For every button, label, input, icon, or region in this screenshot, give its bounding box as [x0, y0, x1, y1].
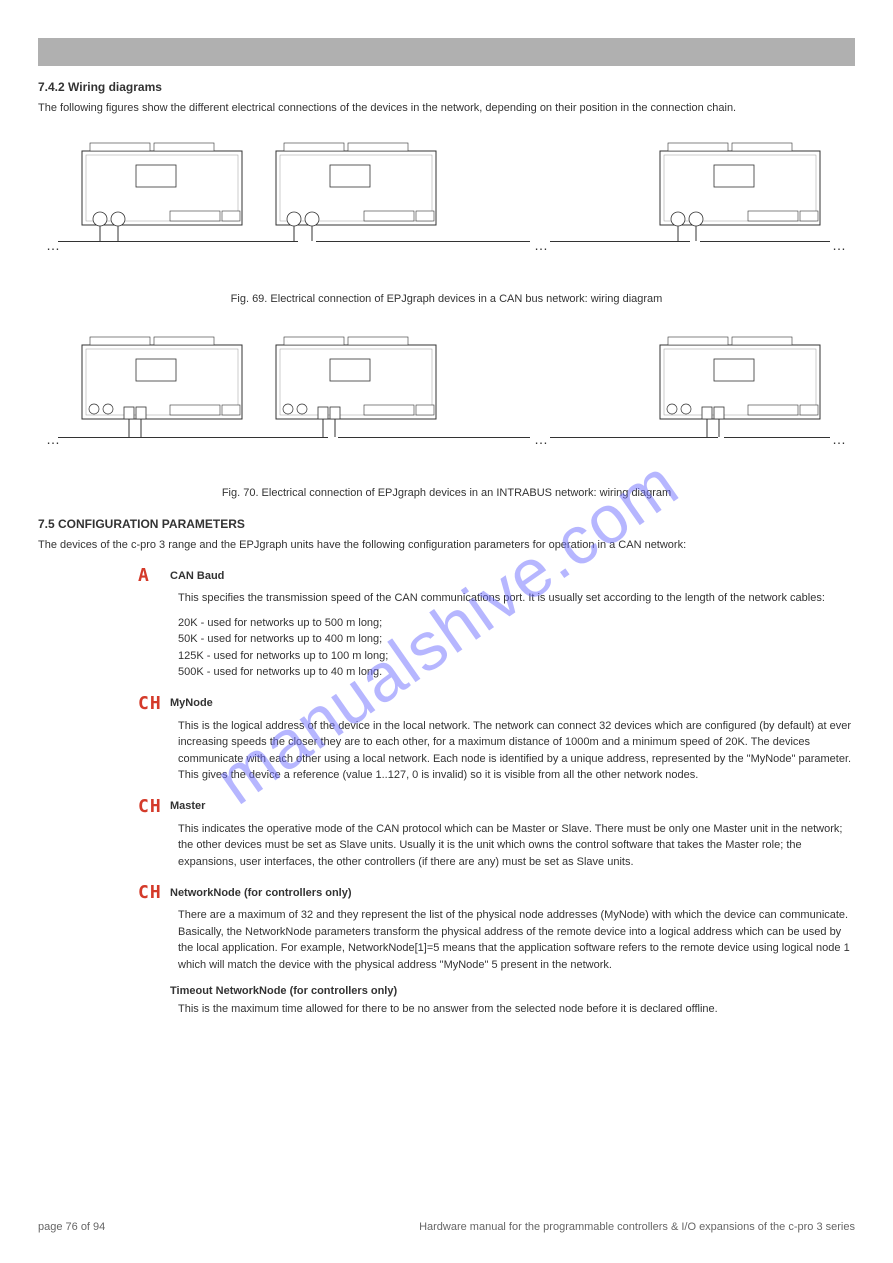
wire [700, 241, 830, 242]
header-bar [38, 38, 855, 66]
bullet-item: 125K - used for networks up to 100 m lon… [178, 648, 855, 665]
param-title: NetworkNode (for controllers only) [170, 887, 352, 899]
parameter-list: A CAN Baud This specifies the transmission… [38, 565, 855, 1018]
param-description: This indicates the operative mode of the… [178, 821, 855, 871]
diagram-row-can: … [38, 125, 855, 265]
footer-manual-title: Hardware manual for the programmable con… [419, 1221, 855, 1233]
parameter-block: A CAN Baud This specifies the transmission… [38, 565, 855, 681]
wire [724, 437, 830, 438]
section-7-4-2-text: The following figures show the different… [38, 100, 855, 117]
parameter-block: CH MyNode This is the logical address of t… [38, 693, 855, 784]
page-footer: page 76 of 94 Hardware manual for the pr… [38, 1221, 855, 1233]
diagram-row-intrabus: … [38, 319, 855, 459]
device-svg [76, 135, 248, 245]
parameter-block: CH NetworkNode (for controllers only) Ther… [38, 882, 855, 973]
bullet-item: 500K - used for networks up to 40 m long… [178, 664, 855, 681]
ellipsis-icon: … [534, 431, 550, 447]
wire [316, 241, 530, 242]
param-title: MyNode [170, 697, 213, 709]
seven-segment-icon: CH [138, 693, 162, 714]
figure-69-caption: Fig. 69. Electrical connection of EPJgra… [38, 293, 855, 305]
device-unit [76, 135, 248, 245]
device-svg [654, 135, 826, 245]
bullet-item: 20K - used for networks up to 500 m long… [178, 615, 855, 632]
wire [58, 241, 298, 242]
wire [58, 437, 328, 438]
section-7-5-intro: The devices of the c-pro 3 range and the… [38, 537, 855, 554]
bullet-item: 50K - used for networks up to 400 m long… [178, 631, 855, 648]
param-description: This specifies the transmission speed of… [178, 590, 855, 607]
ellipsis-icon: … [832, 431, 848, 447]
device-unit [654, 329, 826, 439]
wire [338, 437, 530, 438]
param-description: This is the logical address of the devic… [178, 718, 855, 784]
param-description: This is the maximum time allowed for the… [178, 1001, 855, 1018]
param-title: CAN Baud [170, 570, 224, 582]
device-unit [76, 329, 248, 439]
seven-segment-icon: CH [138, 796, 162, 817]
device-svg [270, 329, 442, 439]
param-title: Master [170, 800, 205, 812]
device-unit [654, 135, 826, 245]
figure-70-caption: Fig. 70. Electrical connection of EPJgra… [38, 487, 855, 499]
param-description: There are a maximum of 32 and they repre… [178, 907, 855, 973]
parameter-block: Timeout NetworkNode (for controllers onl… [38, 985, 855, 1018]
device-svg [654, 329, 826, 439]
wire [550, 241, 690, 242]
device-unit [270, 329, 442, 439]
seven-segment-icon: A [138, 565, 150, 586]
wire [550, 437, 718, 438]
section-7-4-2-title: 7.4.2 Wiring diagrams [38, 80, 855, 94]
device-unit [270, 135, 442, 245]
seven-segment-icon: CH [138, 882, 162, 903]
ellipsis-icon: … [832, 237, 848, 253]
device-svg [76, 329, 248, 439]
ellipsis-icon: … [46, 237, 62, 253]
section-7-5-title: 7.5 CONFIGURATION PARAMETERS [38, 517, 855, 531]
ellipsis-icon: … [534, 237, 550, 253]
footer-page-number: page 76 of 94 [38, 1221, 105, 1233]
page-content: 7.4.2 Wiring diagrams The following figu… [38, 80, 855, 1026]
parameter-block: CH Master This indicates the operative mod… [38, 796, 855, 871]
ellipsis-icon: … [46, 431, 62, 447]
param-title: Timeout NetworkNode (for controllers onl… [170, 985, 397, 997]
device-svg [270, 135, 442, 245]
